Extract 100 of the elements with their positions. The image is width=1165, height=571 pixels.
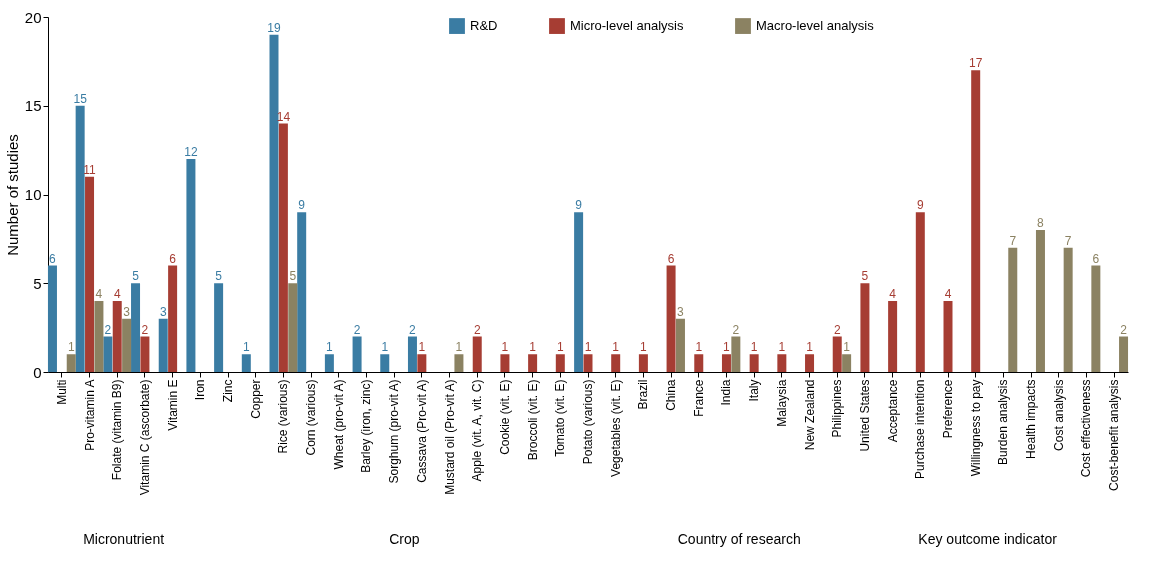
data-label: 1 (556, 340, 564, 355)
bar (66, 354, 76, 372)
bar (842, 354, 852, 372)
bar (555, 354, 565, 372)
x-tick-label: Pro-vitamin A (82, 379, 97, 451)
bar (943, 301, 953, 372)
bar (122, 318, 132, 372)
bar (971, 70, 981, 372)
bar (324, 354, 334, 372)
y-tick-label: 0 (33, 363, 42, 381)
bar (214, 283, 224, 372)
x-tick-label: Copper (248, 379, 263, 419)
data-label: 1 (640, 340, 648, 355)
bar (583, 354, 593, 372)
x-tick-label: Zinc (221, 379, 235, 403)
bar (241, 354, 251, 372)
x-tick-label: Vitamin C (ascorbate) (137, 379, 152, 496)
bar (721, 354, 731, 372)
x-tick-label: Burden analysis (996, 379, 1011, 465)
data-label: 1 (418, 340, 426, 355)
bar (731, 336, 741, 372)
bar (694, 354, 704, 372)
x-tick-label: Cost analysis (1051, 379, 1066, 451)
x-tick-label: Malaysia (774, 379, 789, 427)
data-label: 5 (289, 269, 297, 284)
bar (85, 176, 95, 372)
y-tick-label: 5 (33, 274, 42, 292)
data-label: 6 (667, 251, 675, 266)
data-label: 8 (1037, 216, 1045, 230)
legend-label: Macro-level analysis (756, 18, 875, 34)
data-label: 5 (861, 269, 869, 284)
bar (805, 354, 815, 372)
x-tick-label: Rice (various) (276, 379, 291, 454)
data-label: 1 (778, 340, 786, 355)
x-tick-label: New Zealand (802, 379, 817, 451)
data-label: 6 (1092, 251, 1100, 266)
data-label: 2 (141, 322, 149, 337)
bar (1063, 247, 1073, 372)
data-label: 3 (123, 304, 131, 319)
bar (269, 34, 279, 372)
bar (1008, 247, 1018, 372)
x-tick-label: Italy (747, 379, 762, 402)
data-label: 17 (969, 56, 983, 71)
data-label: 6 (169, 251, 177, 266)
text: Country of research (677, 531, 801, 547)
data-label: 4 (113, 287, 121, 301)
data-label: 5 (132, 269, 140, 284)
data-label: 1 (67, 340, 75, 355)
bar (860, 283, 870, 372)
bar (158, 318, 168, 372)
bar (417, 354, 427, 372)
x-tick-label: Potato (various) (581, 379, 595, 465)
data-label: 2 (1120, 322, 1128, 337)
bar (574, 212, 584, 372)
data-label: 3 (677, 304, 685, 319)
data-label: 2 (409, 322, 417, 337)
data-label: 1 (501, 340, 509, 355)
x-tick-label: Sorghum (pro-vit A) (387, 379, 402, 484)
data-label: 5 (215, 269, 223, 284)
data-label: 1 (584, 340, 592, 355)
x-tick-label: Wheat (pro-vit A) (331, 379, 346, 470)
bar (278, 123, 288, 372)
data-label: 4 (944, 287, 952, 301)
data-label: 4 (95, 287, 103, 301)
x-tick-label: Apple (vit. A, vit. C) (470, 379, 485, 482)
bar (611, 354, 621, 372)
x-tick-label: United States (857, 379, 872, 452)
x-tick-label: Willingness to pay (968, 379, 983, 477)
data-label: 9 (916, 198, 924, 213)
bar (352, 336, 362, 372)
x-tick-label: Cassava (Pro-vit A) (414, 379, 429, 483)
bar (407, 336, 417, 372)
x-tick-label: Acceptance (885, 379, 900, 443)
x-tick-label: Vegetables (vit. E) (608, 379, 623, 477)
bar (888, 301, 898, 372)
bar (297, 212, 307, 372)
bar (168, 265, 178, 372)
data-label: 1 (695, 340, 703, 355)
bar (1035, 230, 1045, 372)
bar (288, 283, 298, 372)
data-label: 2 (833, 322, 841, 337)
bar (528, 354, 538, 372)
bar (1091, 265, 1101, 372)
text: Crop (389, 531, 420, 547)
bar (47, 265, 57, 372)
bar (675, 318, 685, 372)
data-label: 19 (267, 20, 281, 35)
bar (472, 336, 482, 372)
x-tick-label: India (719, 379, 734, 406)
x-tick-label: Iron (193, 379, 208, 401)
bar (638, 354, 648, 372)
data-label: 4 (889, 287, 897, 301)
bar (131, 283, 141, 372)
x-tick-label: France (691, 379, 706, 417)
data-label: 7 (1009, 233, 1017, 248)
legend-label: R&D (470, 18, 498, 34)
x-tick-label: Philippines (830, 379, 845, 438)
bar (749, 354, 759, 372)
data-label: 7 (1064, 233, 1072, 248)
x-tick-label: Multi (54, 379, 69, 405)
